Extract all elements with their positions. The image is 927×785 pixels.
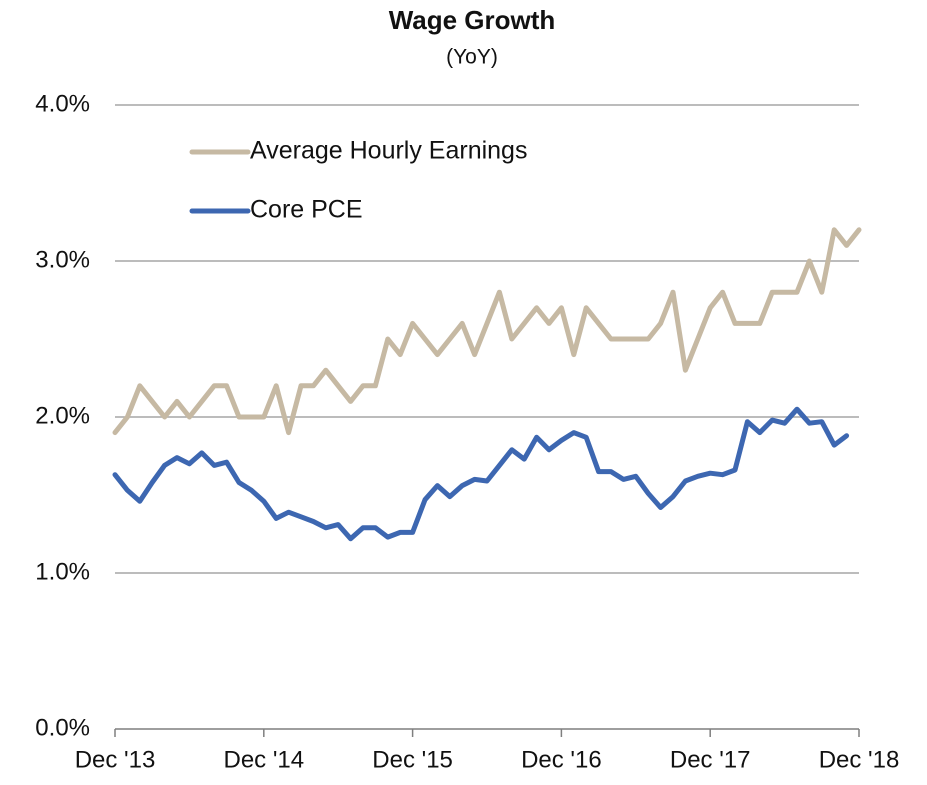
x-tick-label: Dec '16 bbox=[521, 746, 602, 773]
y-tick-label: 0.0% bbox=[35, 714, 90, 741]
legend-label: Core PCE bbox=[250, 196, 363, 224]
chart-subtitle: (YoY) bbox=[446, 46, 498, 69]
x-tick-label: Dec '13 bbox=[75, 746, 156, 773]
x-tick-label: Dec '17 bbox=[670, 746, 751, 773]
legend-label: Average Hourly Earnings bbox=[250, 137, 527, 165]
y-tick-label: 3.0% bbox=[35, 246, 90, 273]
x-tick-label: Dec '15 bbox=[372, 746, 453, 773]
x-tick-label: Dec '18 bbox=[819, 746, 900, 773]
y-tick-label: 4.0% bbox=[35, 90, 90, 117]
chart-title: Wage Growth bbox=[389, 5, 556, 35]
series-line bbox=[112, 406, 850, 542]
y-tick-label: 1.0% bbox=[35, 558, 90, 585]
series-line bbox=[112, 227, 862, 436]
x-tick-label: Dec '14 bbox=[223, 746, 304, 773]
y-tick-label: 2.0% bbox=[35, 402, 90, 429]
